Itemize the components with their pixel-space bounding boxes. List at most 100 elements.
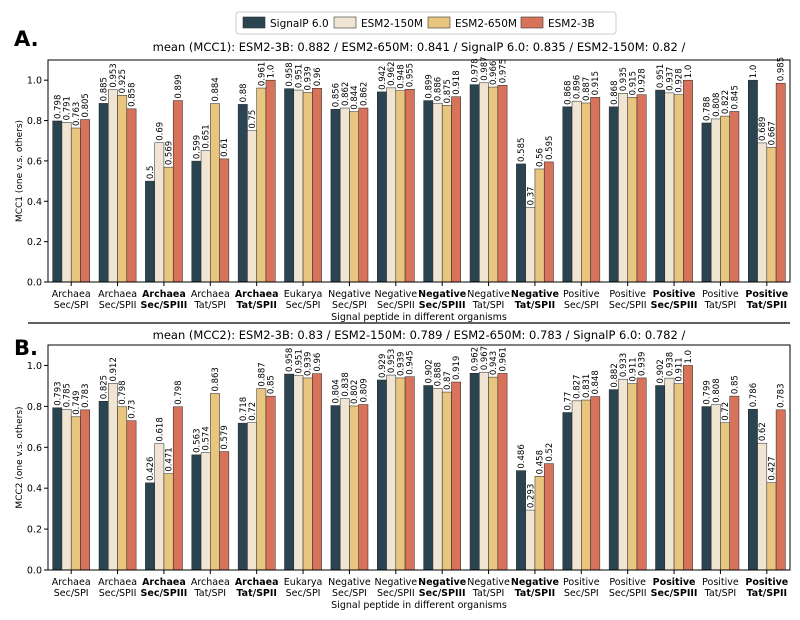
data-label: 0.958	[285, 62, 295, 86]
bar	[590, 396, 601, 571]
bar	[469, 84, 480, 283]
data-label: 0.951	[294, 64, 304, 88]
data-label: 0.938	[665, 352, 675, 376]
bar	[312, 373, 322, 571]
bar	[293, 89, 304, 283]
data-label: 0.798	[174, 380, 184, 404]
data-label: 0.868	[563, 80, 573, 104]
data-label: 0.962	[471, 347, 481, 371]
data-label: 0.961	[257, 62, 267, 86]
data-label: 0.899	[424, 74, 434, 98]
data-label: 0.942	[378, 66, 388, 90]
bar	[534, 476, 545, 571]
data-label: 0.918	[452, 70, 462, 94]
bar	[302, 377, 313, 571]
data-label: 0.618	[155, 417, 165, 441]
data-label: 0.73	[127, 400, 137, 419]
bar	[757, 142, 768, 283]
y-tick-label: 0.2	[27, 237, 42, 248]
data-label: 0.96	[313, 353, 323, 372]
data-label: 0.953	[387, 349, 397, 373]
bar	[163, 166, 174, 283]
x-tick-label: Positive Sec/SPIII	[651, 577, 698, 599]
bar	[163, 473, 174, 571]
data-label: 0.805	[81, 93, 91, 117]
bar	[145, 482, 155, 571]
x-tick-label: Positive Sec/SPIII	[651, 289, 698, 311]
x-tick-label: Positive Sec/SPII	[609, 289, 647, 311]
bar	[52, 120, 63, 283]
data-label: 0.912	[109, 357, 119, 381]
y-tick-label: 0.2	[27, 525, 42, 536]
data-label: 0.427	[767, 456, 777, 480]
data-label: 0.848	[591, 370, 601, 394]
data-label: 0.885	[100, 77, 110, 101]
bar	[766, 147, 777, 283]
data-label: 0.85	[730, 375, 740, 394]
legend-label: ESM2-650M	[455, 18, 517, 30]
data-label: 0.799	[703, 380, 713, 404]
bar	[80, 119, 90, 283]
data-label: 0.585	[517, 138, 527, 162]
bar	[488, 86, 499, 283]
bar	[339, 398, 350, 571]
data-label: 0.822	[721, 90, 731, 114]
bar	[349, 111, 359, 283]
bar	[497, 84, 508, 283]
data-label: 0.791	[63, 96, 73, 120]
panel-label: A.	[14, 27, 39, 51]
data-label: 0.948	[396, 64, 406, 88]
bar	[655, 385, 666, 571]
bar	[525, 207, 536, 283]
bar	[673, 94, 684, 283]
x-tick-label: Archaea Sec/SPIII	[141, 289, 188, 311]
data-label: 0.863	[211, 367, 221, 391]
data-label: 0.939	[396, 352, 406, 376]
bar	[98, 103, 109, 283]
data-label: 0.88	[239, 83, 249, 102]
data-label: 0.61	[220, 138, 230, 157]
bar	[265, 79, 276, 283]
legend-swatch	[333, 16, 357, 29]
data-label: 0.884	[211, 77, 221, 101]
bar	[775, 409, 786, 571]
x-tick-label: Archaea Sec/SPII	[98, 289, 137, 311]
data-label: 0.951	[294, 349, 304, 373]
bar	[358, 107, 369, 283]
data-label: 0.69	[155, 122, 165, 141]
bar	[330, 108, 341, 283]
data-label: 1.0	[684, 65, 694, 79]
x-tick-label: Eukarya Sec/SPI	[284, 577, 323, 599]
x-tick-label: Archaea Tat/SPII	[235, 577, 279, 599]
bar	[312, 88, 322, 283]
data-label: 0.788	[703, 97, 713, 121]
bar	[200, 452, 211, 571]
bar	[210, 393, 220, 571]
data-label: 0.783	[81, 383, 91, 407]
data-label: 0.961	[498, 347, 508, 371]
x-axis-label: Signal peptide in different organisms	[331, 312, 507, 323]
bar	[673, 383, 684, 571]
bar	[469, 372, 480, 571]
data-label: 0.802	[350, 380, 360, 404]
data-label: 0.718	[239, 397, 249, 421]
x-tick-label: Positive Tat/SPI	[702, 577, 739, 599]
data-label: 0.967	[480, 346, 490, 370]
bar	[479, 82, 489, 283]
bar	[126, 420, 137, 571]
bar	[608, 106, 619, 283]
x-tick-label: Negative Sec/SPI	[328, 289, 371, 311]
data-label: 0.426	[146, 457, 156, 481]
y-tick-label: 0.8	[27, 116, 42, 127]
data-label: 0.987	[480, 56, 490, 80]
data-label: 0.887	[257, 362, 267, 386]
data-label: 0.858	[127, 82, 137, 106]
bar	[608, 389, 619, 571]
bar	[70, 127, 81, 283]
bar	[618, 378, 628, 571]
data-label: 0.37	[526, 186, 536, 205]
data-label: 0.77	[563, 392, 573, 411]
bar	[581, 102, 591, 283]
data-label: 0.96	[313, 67, 323, 86]
bar	[757, 442, 768, 571]
